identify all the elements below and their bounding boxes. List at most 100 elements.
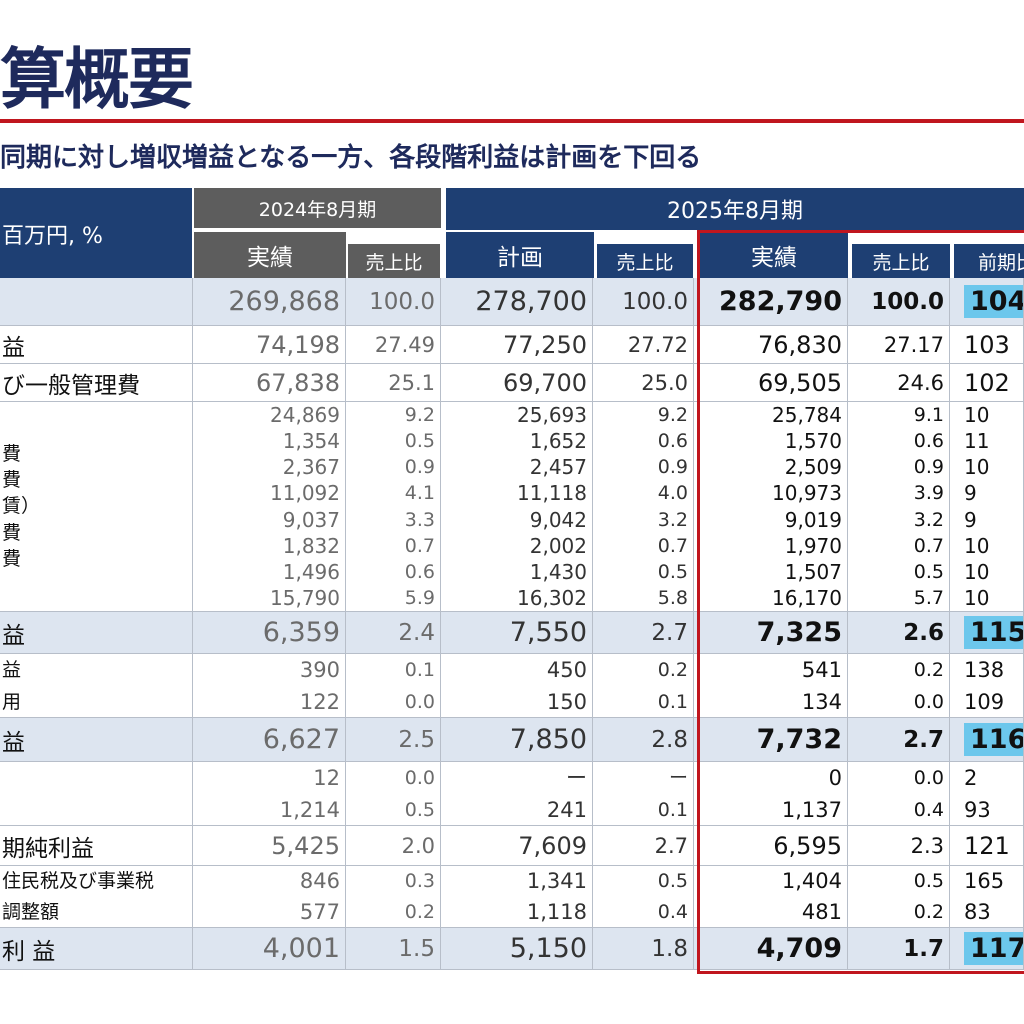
cell-value: 1,570 (784, 428, 842, 453)
cell-prev_r: 9.2 0.5 0.9 4.1 3.3 0.7 0.6 5.9 (346, 402, 441, 612)
cell-value: 0.5 (404, 429, 435, 452)
cell-value: ー (566, 765, 587, 790)
cell-value: 0.0 (404, 690, 435, 713)
cell-value: 0.0 (913, 766, 944, 789)
cell-value: 100.0 (369, 288, 435, 315)
cell-value: 27.72 (627, 332, 688, 357)
row-label-line: 益 (2, 658, 22, 681)
cell-value: 121 (964, 831, 1010, 860)
cell-value: 4.1 (404, 482, 435, 505)
row-label: 期純利益 (0, 826, 193, 866)
header-unit-cell: 百万円, % (0, 188, 193, 278)
header-plan-ratio: 売上比 (597, 244, 693, 278)
cell-prev_r: 1.5 (346, 928, 441, 970)
row-label: 費費賃）費費 (0, 402, 193, 612)
cell-value: 11,092 (270, 481, 340, 506)
cell-yoy: 104 (950, 278, 1024, 326)
cell-value: 846 (299, 868, 340, 893)
cell-plan: 7,609 (441, 826, 593, 866)
cell-plan: ー 241 (441, 762, 593, 826)
cell-value: 25,693 (517, 402, 587, 427)
cell-value: 9 (964, 481, 977, 506)
row-label-text: 益 (2, 334, 25, 361)
cell-value: 6,359 (262, 617, 340, 648)
cell-value: 11 (964, 428, 990, 453)
row-label: 益 (0, 718, 193, 762)
cell-value: 0.3 (404, 869, 435, 892)
cell-value: 0.5 (913, 561, 944, 583)
cell-value: 134 (801, 689, 842, 714)
header-fy2025: 2025年8月期 (446, 188, 1024, 230)
cell-value: 6,595 (773, 831, 842, 860)
cell-value: 0.2 (913, 658, 944, 681)
cell-value: 9,037 (282, 507, 340, 532)
cell-value: 2.7 (651, 619, 688, 646)
cell-act: 4,709 (694, 928, 848, 970)
row-label-line: 用 (2, 690, 22, 713)
cell-value: 77,250 (503, 330, 587, 359)
cell-value: 0.7 (913, 534, 944, 557)
cell-act_r: 100.0 (848, 278, 950, 326)
cell-yoy: 165 83 (950, 866, 1024, 928)
cell-act_r: 2.7 (848, 718, 950, 762)
cell-value: 5,150 (509, 933, 587, 964)
cell-plan: 1,341 1,118 (441, 866, 593, 928)
cell-prev_r: 0.3 0.2 (346, 866, 441, 928)
row-label (0, 278, 193, 326)
cell-value: 3.2 (913, 508, 944, 531)
cell-plan_r: 9.2 0.6 0.9 4.0 3.2 0.7 0.5 5.8 (593, 402, 694, 612)
cell-act: 0 1,137 (694, 762, 848, 826)
row-label-line: 調整額 (2, 900, 60, 923)
cell-value: 1,341 (526, 868, 587, 893)
fy2025-label: 2025年8月期 (667, 199, 803, 224)
cell-plan: 450 150 (441, 654, 593, 718)
cell-prev_r: 2.4 (346, 612, 441, 654)
cell-value: 1.8 (651, 935, 688, 962)
cell-prev: 5,425 (193, 826, 346, 866)
financial-table: 269,868 100.0 278,700 100.0 282,790 100.0 104 益… (0, 278, 1024, 970)
row-label-line: 住民税及び事業税 (2, 869, 155, 892)
cell-prev: 4,001 (193, 928, 346, 970)
cell-value: 541 (801, 657, 842, 682)
row-label-text: 益 (2, 729, 25, 756)
cell-value: 1,652 (529, 428, 587, 453)
cell-value: 93 (964, 797, 991, 822)
cell-value: 1,404 (781, 868, 842, 893)
cell-prev_r: 0.0 0.5 (346, 762, 441, 826)
cell-act: 7,732 (694, 718, 848, 762)
row-label-text: 益 (2, 622, 25, 649)
cell-prev: 390 122 (193, 654, 346, 718)
cell-act: 69,505 (694, 364, 848, 402)
cell-value: 9,042 (529, 507, 587, 532)
cell-prev: 846 577 (193, 866, 346, 928)
cell-act_r: 2.6 (848, 612, 950, 654)
cell-value: 0.1 (657, 798, 688, 821)
cell-value: 269,868 (228, 286, 340, 317)
cell-value: 12 (313, 765, 340, 790)
cell-value: 0.2 (657, 658, 688, 681)
cell-yoy: 138 109 (950, 654, 1024, 718)
cell-yoy: 115 (950, 612, 1024, 654)
cell-act: 6,595 (694, 826, 848, 866)
cell-prev: 24,869 1,354 2,367 11,092 9,037 1,832 1,496 15,… (193, 402, 346, 612)
page-title: 算概要 (0, 41, 194, 118)
cell-value: 150 (546, 689, 587, 714)
cell-value: 100.0 (622, 288, 688, 315)
cell-act_r: 0.2 0.0 (848, 654, 950, 718)
cell-prev: 74,198 (193, 326, 346, 364)
cell-value: 9 (964, 507, 977, 532)
cell-act: 541 134 (694, 654, 848, 718)
row-label: 利 益 (0, 928, 193, 970)
cell-value: 69,700 (503, 368, 587, 397)
cell-value: 115 (964, 615, 1023, 650)
cell-plan: 7,550 (441, 612, 593, 654)
cell-value: 2 (964, 765, 978, 790)
cell-value: 67,838 (256, 368, 340, 397)
cell-act_r: 27.17 (848, 326, 950, 364)
row-label-text: 期純利益 (2, 835, 94, 862)
cell-value: 16,170 (772, 586, 842, 611)
cell-value: 2.5 (398, 726, 435, 753)
cell-value: 0.0 (913, 690, 944, 713)
cell-act_r: 0.0 0.4 (848, 762, 950, 826)
cell-act: 25,784 1,570 2,509 10,973 9,019 1,970 1,507 16,… (694, 402, 848, 612)
